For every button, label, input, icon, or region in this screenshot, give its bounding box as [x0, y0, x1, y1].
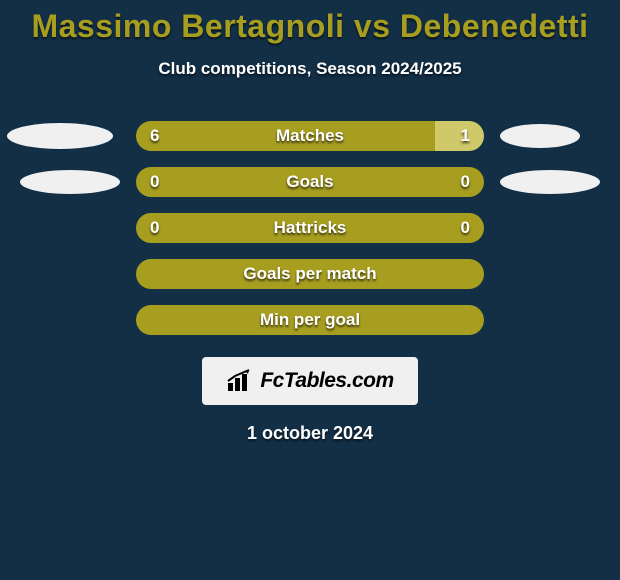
- bar-chart-icon: [226, 369, 256, 393]
- stat-row: 6 1 Matches: [0, 113, 620, 159]
- stat-row: Min per goal: [0, 297, 620, 343]
- value-left: 6: [150, 126, 159, 146]
- stat-label: Goals: [286, 172, 333, 192]
- value-left: 0: [150, 172, 159, 192]
- stat-rows: 6 1 Matches 0 0 Goals 0 0 Hattricks Goals per mat…: [0, 113, 620, 343]
- stat-row: 0 0 Goals: [0, 159, 620, 205]
- value-right: 1: [461, 126, 470, 146]
- stat-label: Matches: [276, 126, 344, 146]
- decorative-ellipse: [20, 170, 120, 194]
- stat-row: Goals per match: [0, 251, 620, 297]
- stat-bar: Min per goal: [136, 305, 484, 335]
- date-text: 1 october 2024: [0, 423, 620, 444]
- stat-bar: 0 0 Goals: [136, 167, 484, 197]
- stat-bar: 0 0 Hattricks: [136, 213, 484, 243]
- value-right: 0: [461, 218, 470, 238]
- decorative-ellipse: [7, 123, 113, 149]
- decorative-ellipse: [500, 170, 600, 194]
- value-left: 0: [150, 218, 159, 238]
- logo-box: FcTables.com: [202, 357, 418, 405]
- stat-bar: Goals per match: [136, 259, 484, 289]
- comparison-infographic: Massimo Bertagnoli vs Debenedetti Club c…: [0, 0, 620, 580]
- stat-label: Goals per match: [243, 264, 376, 284]
- decorative-ellipse: [500, 124, 580, 148]
- stat-label: Hattricks: [274, 218, 347, 238]
- logo-text: FcTables.com: [260, 369, 393, 393]
- stat-label: Min per goal: [260, 310, 360, 330]
- page-title: Massimo Bertagnoli vs Debenedetti: [0, 0, 620, 45]
- value-right: 0: [461, 172, 470, 192]
- stat-bar: 6 1 Matches: [136, 121, 484, 151]
- stat-row: 0 0 Hattricks: [0, 205, 620, 251]
- subtitle: Club competitions, Season 2024/2025: [0, 59, 620, 79]
